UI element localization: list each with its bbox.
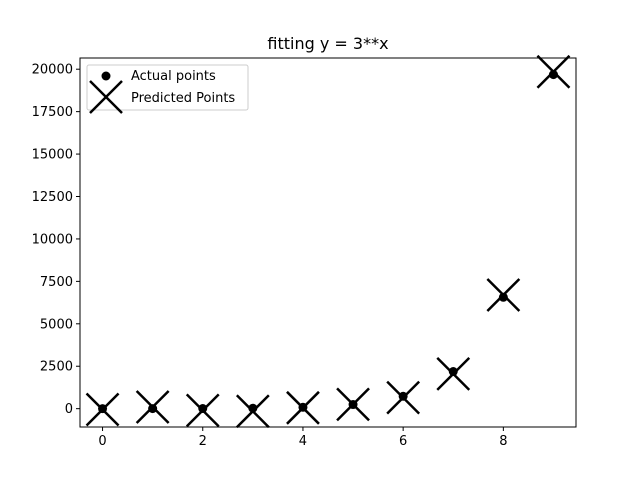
y-tick-label: 20000 xyxy=(32,63,73,78)
legend-label-actual-points: Actual points xyxy=(131,69,216,84)
actual-point xyxy=(298,402,308,412)
y-axis: 0 2500 5000 7500 10000 12500 15000 17500 20000 xyxy=(32,63,80,417)
plot-marks xyxy=(85,54,571,429)
actual-point xyxy=(548,70,558,80)
legend-marker-predicted-points xyxy=(89,80,123,114)
x-tick-label: 6 xyxy=(399,434,407,449)
y-tick-label: 12500 xyxy=(32,190,73,205)
x-tick-label: 2 xyxy=(199,434,207,449)
y-tick-label: 17500 xyxy=(32,105,73,120)
actual-point xyxy=(398,391,408,401)
actual-point xyxy=(248,403,258,413)
actual-point xyxy=(198,404,208,414)
legend: Actual points Predicted Points xyxy=(86,64,249,114)
x-tick-label: 0 xyxy=(98,434,106,449)
actual-point xyxy=(498,292,508,302)
y-tick-label: 5000 xyxy=(40,317,73,332)
actual-point xyxy=(98,404,108,414)
actual-point xyxy=(448,367,458,377)
x-tick-label: 4 xyxy=(299,434,307,449)
y-tick-label: 15000 xyxy=(32,148,73,163)
legend-label-predicted-points: Predicted Points xyxy=(131,91,235,106)
actual-point xyxy=(348,400,358,410)
y-tick-label: 0 xyxy=(65,402,73,417)
legend-marker-actual-points xyxy=(101,71,111,81)
y-tick-label: 10000 xyxy=(32,232,73,247)
x-axis: 0 2 4 6 8 xyxy=(98,427,507,449)
y-tick-label: 7500 xyxy=(40,275,73,290)
x-tick-label: 8 xyxy=(499,434,507,449)
legend-box xyxy=(86,64,249,111)
y-tick-label: 2500 xyxy=(40,360,73,375)
chart-title: fitting y = 3**x xyxy=(267,34,388,53)
plot-area-frame xyxy=(79,57,577,428)
actual-point xyxy=(148,404,158,414)
